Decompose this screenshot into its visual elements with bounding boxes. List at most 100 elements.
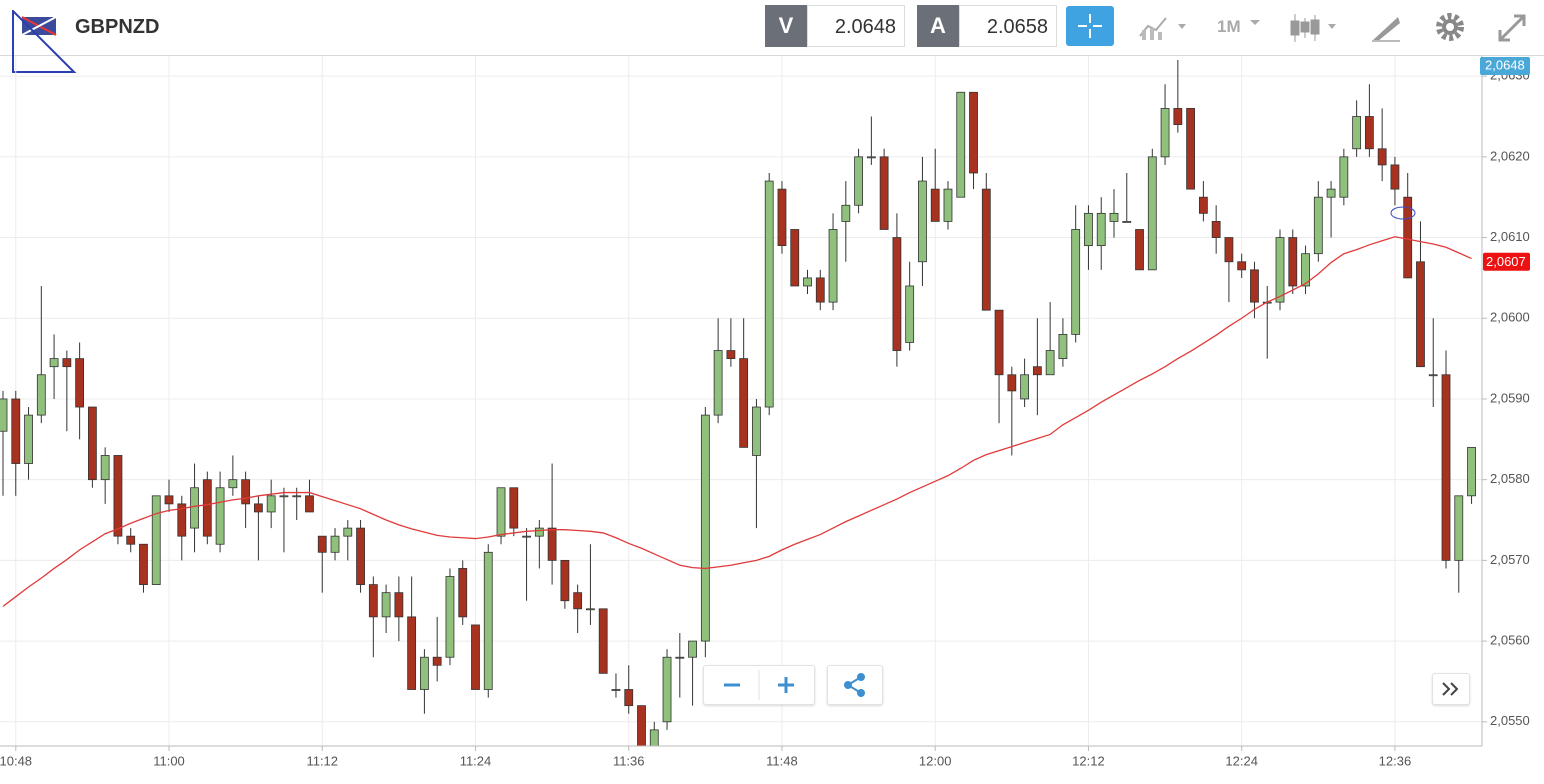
y-tick-label: 2,0620: [1490, 148, 1530, 163]
candle-body: [100, 455, 110, 481]
candle-body: [624, 689, 634, 707]
candle-body: [1198, 196, 1208, 214]
candle-body: [675, 656, 685, 659]
candle-body: [573, 592, 583, 610]
candle-body: [381, 592, 391, 618]
candle-body: [943, 188, 953, 222]
candle-body: [177, 503, 187, 537]
candle-body: [228, 479, 238, 489]
candle-body: [241, 479, 251, 505]
candle-body: [713, 350, 723, 416]
chart-type-button[interactable]: [1138, 12, 1192, 42]
candle-body: [803, 277, 812, 287]
candle-body: [1032, 366, 1042, 376]
candle-body: [432, 656, 442, 666]
y-tick-label: 2,0610: [1490, 229, 1530, 244]
timeframe-caret: [1250, 20, 1260, 25]
scroll-end-button[interactable]: [1432, 673, 1470, 705]
candle-body: [994, 309, 1004, 376]
candle-body: [1084, 212, 1093, 247]
candle-body: [1109, 212, 1119, 222]
candle-body: [892, 237, 902, 351]
zoom-in[interactable]: [778, 677, 794, 693]
candle-body: [1058, 333, 1068, 360]
candle-body: [394, 592, 404, 618]
candle-body: [905, 285, 915, 343]
candle-body: [266, 495, 276, 513]
candle-body: [866, 156, 876, 159]
drawing-tools-button[interactable]: [1370, 13, 1402, 43]
crosshair-button[interactable]: [1066, 6, 1114, 46]
candle-body: [1416, 261, 1425, 368]
candle-body: [202, 479, 212, 537]
candle-body: [1007, 374, 1017, 392]
candle-body: [828, 229, 838, 303]
y-tick-label: 2,0560: [1490, 633, 1530, 648]
candle-body: [62, 358, 72, 368]
candle-body: [164, 495, 174, 505]
candle-body: [649, 729, 659, 746]
x-tick-label: 12:00: [919, 753, 952, 768]
candle-body: [930, 188, 940, 222]
candle-body: [356, 527, 365, 585]
candle-body: [1288, 237, 1298, 287]
candle-body: [1403, 196, 1413, 279]
x-tick-label: 11:36: [613, 753, 645, 768]
candle-body: [1428, 374, 1438, 377]
candle-body: [547, 527, 557, 561]
candle-body: [1135, 229, 1144, 271]
candle-body: [1237, 261, 1247, 271]
candle-body: [586, 608, 595, 611]
candle-body: [483, 551, 493, 690]
candle-body: [317, 535, 327, 553]
y-tick-label: 2,0580: [1490, 471, 1530, 486]
candle-body: [1071, 229, 1081, 335]
candle-body: [1377, 148, 1387, 166]
candle-body: [1096, 212, 1106, 247]
ask-price[interactable]: 2.0658: [959, 5, 1057, 47]
candle-body: [969, 91, 978, 174]
scroll-end-icon: [1442, 682, 1459, 696]
y-tick-label: 2,0600: [1490, 310, 1530, 325]
candle-body: [126, 535, 136, 545]
candle-body: [1301, 253, 1310, 287]
candle-body: [1186, 108, 1196, 190]
bid-price[interactable]: 2.0648: [807, 5, 905, 47]
candle-body: [1441, 374, 1451, 561]
candle-body: [343, 527, 353, 537]
candle-body: [522, 535, 531, 538]
candle-body: [139, 543, 148, 585]
candle-body: [598, 608, 608, 674]
candle-body: [1326, 188, 1336, 198]
candle-body: [688, 640, 697, 658]
timeframe[interactable]: 1M: [1217, 17, 1241, 36]
candle-body: [764, 180, 774, 408]
candle-body: [496, 487, 506, 537]
plot-area: [0, 60, 1476, 746]
candle-body: [420, 656, 429, 690]
x-tick-label: 10:48: [0, 753, 32, 768]
x-tick-label: 11:24: [460, 753, 492, 768]
candle-body: [1339, 156, 1349, 198]
x-tick-label: 11:48: [766, 753, 798, 768]
candle-body: [1211, 221, 1221, 238]
candle-body: [87, 406, 97, 481]
symbol: GBPNZD: [75, 16, 160, 38]
candle-body: [407, 616, 417, 690]
candle-body: [1467, 446, 1476, 497]
moving-average: [2, 236, 1472, 607]
zoom-group: [703, 665, 815, 705]
top-price-tag: [1480, 57, 1530, 75]
x-tick-label: 12:36: [1379, 753, 1412, 768]
drawing-triangle: [12, 10, 77, 73]
candle-body: [611, 689, 621, 691]
price-tag-label: 2,0607: [1486, 254, 1526, 269]
settings-button[interactable]: [1434, 11, 1466, 43]
candle-body: [330, 535, 340, 553]
bid-label: V: [765, 5, 807, 47]
candle-style-button[interactable]: [1288, 12, 1342, 44]
share-button[interactable]: [827, 665, 883, 705]
fullscreen-button[interactable]: [1496, 12, 1528, 44]
zoom-icons: [724, 670, 794, 700]
candle-body: [841, 204, 851, 222]
